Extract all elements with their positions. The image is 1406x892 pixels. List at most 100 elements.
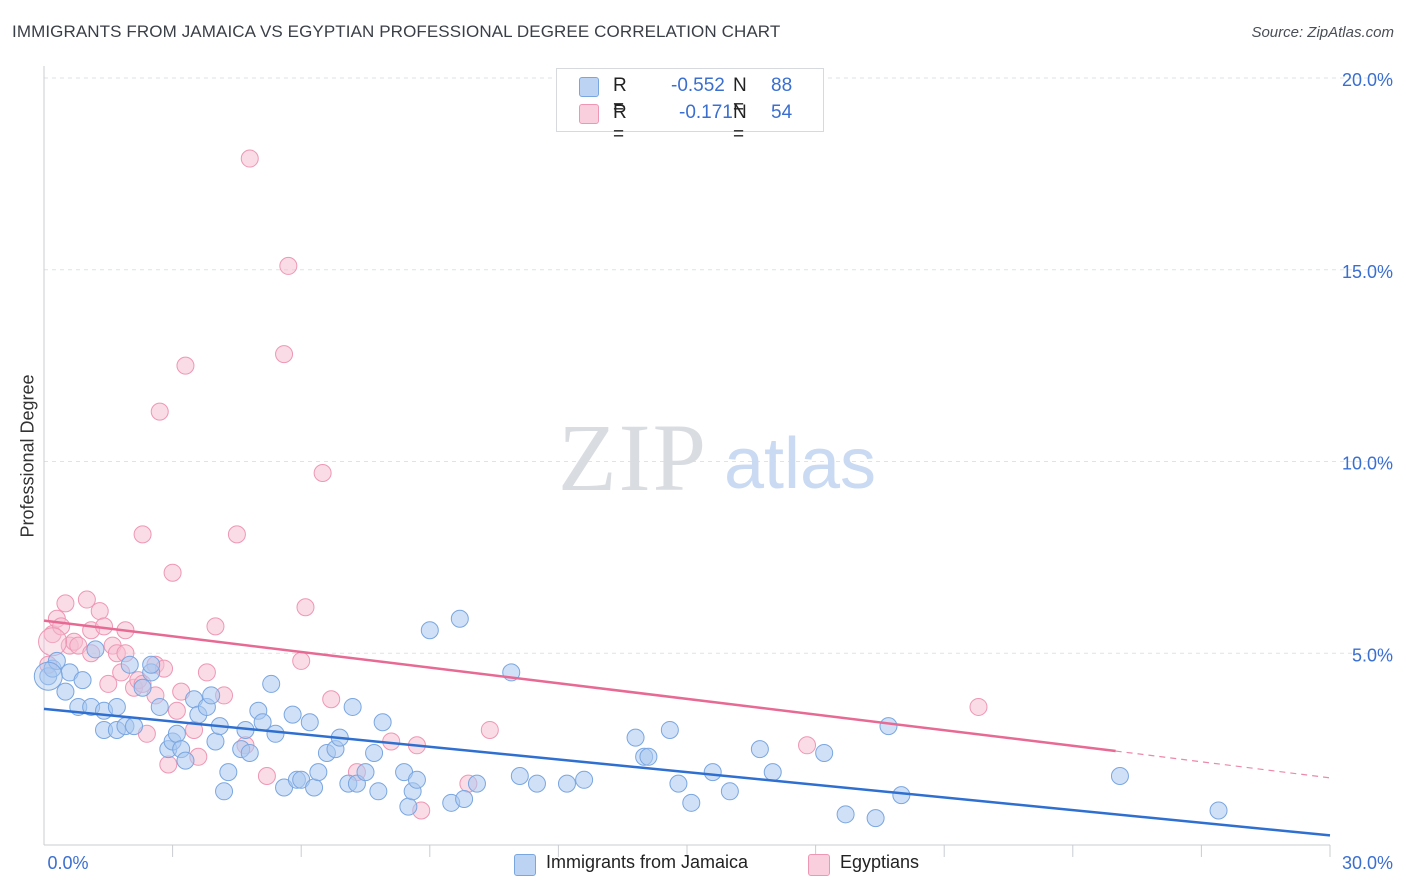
jamaica-point — [682, 793, 701, 812]
jamaica-point — [283, 705, 302, 724]
jamaica-point — [150, 697, 169, 716]
jamaica-legend-swatch — [514, 854, 536, 876]
jamaica-point — [125, 717, 144, 736]
r-value: -0.171 — [679, 102, 733, 123]
jamaica-point — [369, 782, 388, 801]
egyptians-point — [56, 594, 75, 613]
jamaica-points — [33, 609, 1228, 828]
egyptians-point — [99, 674, 118, 693]
jamaica-point — [815, 743, 834, 762]
legend-label: Egyptians — [840, 852, 920, 872]
jamaica-point — [73, 671, 92, 690]
r-label: R = — [613, 75, 627, 118]
egyptians-point — [163, 563, 182, 582]
source-credit: Source: ZipAtlas.com — [1251, 24, 1394, 41]
egyptians-point — [313, 464, 332, 483]
y-tick-label: 5.0% — [1352, 645, 1393, 665]
egyptians-point — [257, 766, 276, 785]
egyptians-point — [133, 525, 152, 544]
jamaica-point — [120, 655, 139, 674]
egyptians-point — [292, 651, 311, 670]
egyptians-point — [275, 345, 294, 364]
n-label: N = — [733, 102, 747, 145]
jamaica-point — [240, 743, 259, 762]
jamaica-point — [399, 797, 418, 816]
egyptians-point — [176, 356, 195, 375]
jamaica-point — [1209, 801, 1228, 820]
egyptians-point — [159, 755, 178, 774]
jamaica-point — [107, 697, 126, 716]
y-axis-label: Professional Degree — [17, 374, 38, 538]
jamaica-point — [262, 674, 281, 693]
jamaica-point — [219, 763, 238, 782]
y-tick-label: 20.0% — [1342, 70, 1393, 90]
jamaica-swatch — [579, 77, 599, 97]
jamaica-point — [892, 786, 911, 805]
jamaica-point — [1110, 766, 1129, 785]
grid-lines — [44, 77, 1392, 654]
jamaica-point — [836, 805, 855, 824]
jamaica-point — [305, 778, 324, 797]
egyptians-point — [90, 602, 109, 621]
egyptians-point — [77, 590, 96, 609]
egyptians-point — [240, 149, 259, 168]
jamaica-point — [356, 763, 375, 782]
jamaica-point — [420, 621, 439, 640]
jamaica-point — [703, 763, 722, 782]
egyptians-point — [227, 525, 246, 544]
jamaica-point — [215, 782, 234, 801]
jamaica-point — [669, 774, 688, 793]
jamaica-point — [763, 763, 782, 782]
watermark-atlas: atlas — [724, 424, 876, 504]
egyptians-point — [296, 598, 315, 617]
n-label: N = — [733, 75, 747, 118]
jamaica-point — [86, 640, 105, 659]
egyptians-point — [969, 697, 988, 716]
egyptians-point — [167, 701, 186, 720]
egyptians-swatch — [579, 104, 599, 124]
egyptians-point — [480, 720, 499, 739]
jamaica-point — [720, 782, 739, 801]
jamaica-point — [450, 609, 469, 628]
chart-title: IMMIGRANTS FROM JAMAICA VS EGYPTIAN PROF… — [12, 22, 781, 41]
x-tick-label: 0.0% — [47, 853, 88, 873]
trend-lines — [43, 619, 1331, 837]
jamaica-point — [365, 743, 384, 762]
jamaica-point — [527, 774, 546, 793]
egyptians-point-cluster — [38, 627, 68, 657]
egyptians-point — [150, 402, 169, 421]
r-label: R = — [613, 102, 627, 145]
jamaica-point — [206, 732, 225, 751]
jamaica-point — [407, 770, 426, 789]
jamaica-point — [343, 697, 362, 716]
jamaica-point — [309, 763, 328, 782]
tick-labels: 5.0% 10.0% 15.0% 20.0% 0.0% 30.0% — [47, 70, 1393, 873]
jamaica-point — [266, 724, 285, 743]
jamaica-point — [575, 770, 594, 789]
jamaica-point — [202, 686, 221, 705]
jamaica-point — [557, 774, 576, 793]
egyptians-point — [279, 256, 298, 275]
jamaica-point — [142, 655, 161, 674]
jamaica-point — [300, 713, 319, 732]
jamaica-trend-line — [43, 707, 1331, 837]
jamaica-point — [467, 774, 486, 793]
stats-legend: R = -0.552 N = 88 R = -0.171 N = 54 — [556, 68, 824, 145]
jamaica-point — [510, 766, 529, 785]
n-value: 88 — [771, 75, 793, 96]
jamaica-point — [56, 682, 75, 701]
egyptians-legend-swatch — [808, 854, 830, 876]
egyptians-point — [197, 663, 216, 682]
watermark: ZIP atlas — [558, 404, 876, 511]
jamaica-point — [455, 789, 474, 808]
axes — [43, 66, 1331, 857]
jamaica-point — [879, 717, 898, 736]
x-tick-label: 30.0% — [1342, 853, 1393, 873]
jamaica-point — [167, 724, 186, 743]
egyptians-point — [322, 690, 341, 709]
legend-label: Immigrants from Jamaica — [546, 852, 749, 872]
r-value: -0.552 — [671, 75, 725, 96]
egyptians-point — [206, 617, 225, 636]
n-value: 54 — [771, 102, 793, 123]
